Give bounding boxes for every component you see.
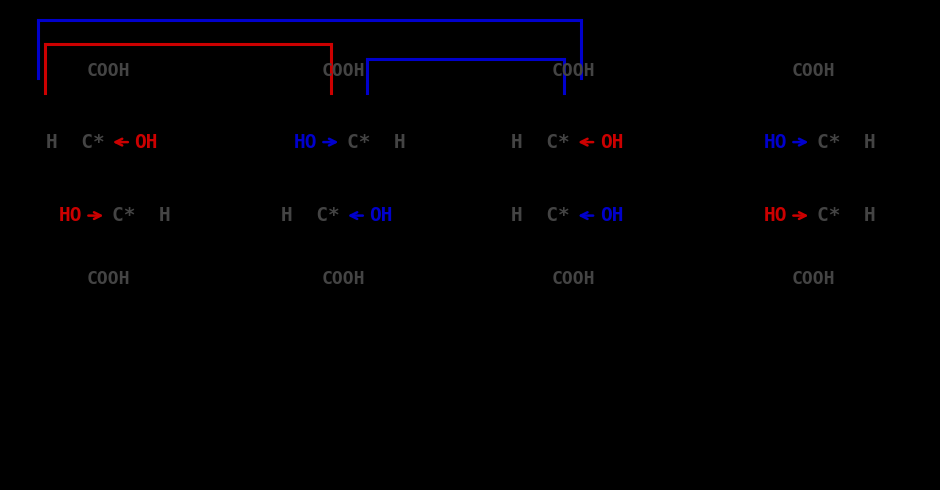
Text: COOH: COOH	[321, 62, 365, 80]
Text: OH: OH	[600, 206, 623, 225]
Text: H  C*: H C*	[280, 206, 339, 225]
Text: H  C*: H C*	[45, 133, 104, 151]
Text: HO: HO	[763, 206, 787, 225]
Text: COOH: COOH	[552, 62, 595, 80]
Text: HO: HO	[293, 133, 317, 151]
Text: C*  H: C* H	[817, 206, 876, 225]
Text: COOH: COOH	[791, 270, 835, 288]
Text: H  C*: H C*	[511, 206, 570, 225]
Text: COOH: COOH	[86, 62, 130, 80]
Text: H  C*: H C*	[511, 133, 570, 151]
Text: HO: HO	[58, 206, 82, 225]
Text: COOH: COOH	[791, 62, 835, 80]
Text: HO: HO	[763, 133, 787, 151]
Text: COOH: COOH	[86, 270, 130, 288]
Text: COOH: COOH	[552, 270, 595, 288]
Text: COOH: COOH	[321, 270, 365, 288]
Text: C*  H: C* H	[347, 133, 406, 151]
Text: OH: OH	[600, 133, 623, 151]
Text: C*  H: C* H	[112, 206, 171, 225]
Text: C*  H: C* H	[817, 133, 876, 151]
Text: OH: OH	[134, 133, 158, 151]
Text: OH: OH	[369, 206, 393, 225]
